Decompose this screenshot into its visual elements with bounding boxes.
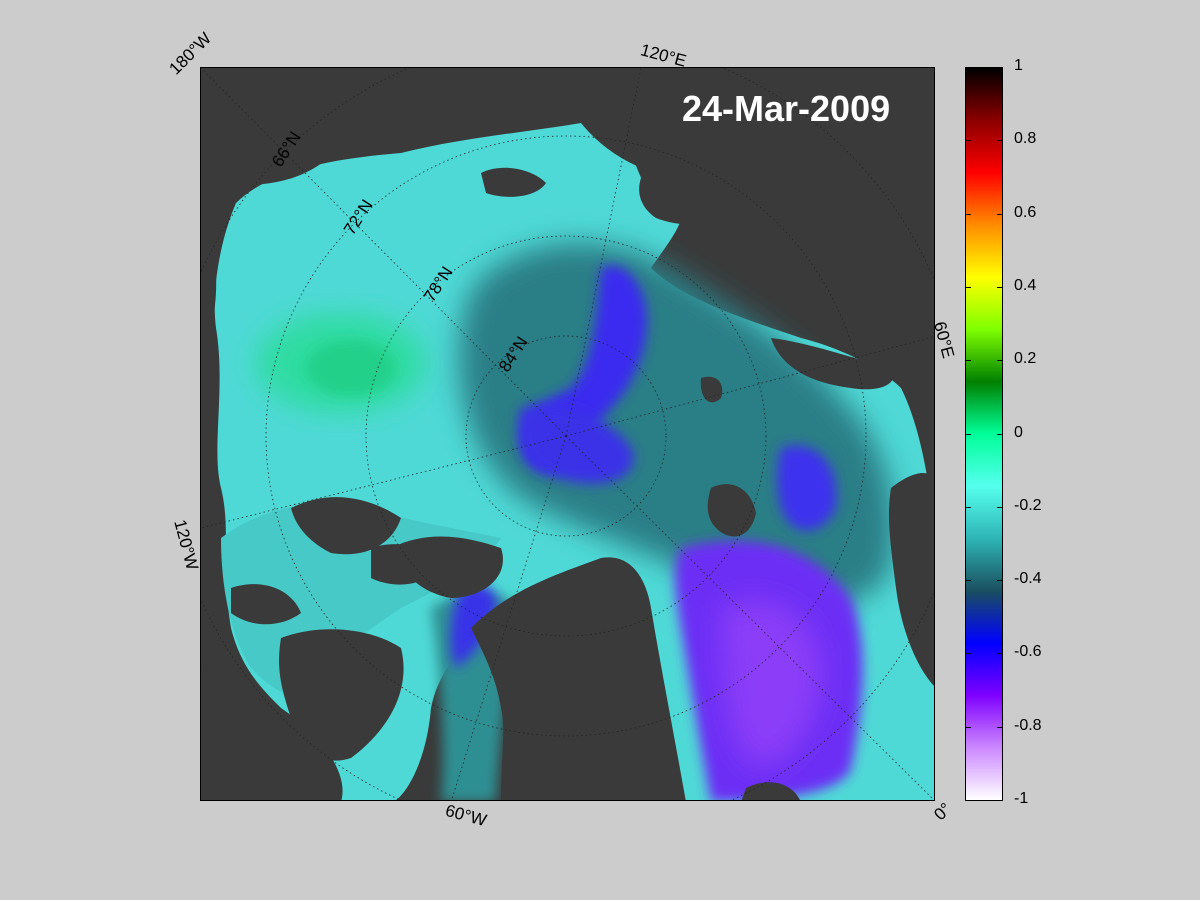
- colorbar-tick-mark: [997, 800, 1003, 801]
- colorbar-tick-mark: [965, 286, 971, 288]
- alaska: [201, 68, 401, 185]
- colorbar-tick-mark: [965, 433, 971, 435]
- colorbar-tick-mark: [965, 67, 971, 68]
- colorbar-tick-mark: [997, 506, 1003, 508]
- franz-josef-land: [700, 376, 723, 403]
- colorbar-tick-mark: [965, 580, 971, 582]
- colorbar-tick-mark: [965, 140, 971, 142]
- negative-anomaly-core: [721, 600, 822, 768]
- colorbar-tick-label: 0.8: [1014, 130, 1037, 148]
- colorbar-tick-mark: [997, 286, 1003, 288]
- colorbar-tick-label: -0.8: [1014, 716, 1042, 734]
- colorbar-tick-mark: [997, 213, 1003, 215]
- greenland: [471, 557, 686, 800]
- baffin-island: [279, 629, 404, 761]
- scandinavia: [888, 473, 934, 686]
- colorbar-tick-label: 0: [1014, 423, 1023, 441]
- colorbar-tick-mark: [965, 726, 971, 728]
- colorbar-tick-mark: [997, 433, 1003, 435]
- ocean-anomaly-field: [214, 123, 934, 800]
- island-a: [291, 497, 401, 555]
- colorbar-tick-label: 0.2: [1014, 350, 1037, 368]
- lon-label-0: 0°: [930, 799, 956, 825]
- colorbar-tick-label: 0.6: [1014, 203, 1037, 221]
- colorbar-tick-mark: [997, 653, 1003, 655]
- siberia: [621, 68, 934, 328]
- canada-mainland: [201, 668, 271, 800]
- meridian-0: [565, 435, 934, 800]
- meridian-60e: [565, 336, 934, 437]
- colorbar-tick-label: 0.4: [1014, 276, 1037, 294]
- colorbar-tick-mark: [965, 360, 971, 362]
- positive-anomaly-core: [306, 340, 396, 396]
- new-siberian-islands: [481, 167, 546, 197]
- colorbar-tick-label: -0.4: [1014, 570, 1042, 588]
- date-title: 24-Mar-2009: [682, 88, 891, 129]
- colorbar-tick-mark: [997, 360, 1003, 362]
- colorbar-tick-mark: [965, 213, 971, 215]
- svalbard: [707, 484, 756, 537]
- ellesmere-island: [391, 536, 503, 598]
- island-c: [231, 584, 301, 625]
- colorbar-tick-mark: [997, 726, 1003, 728]
- negative-anomaly-pole: [519, 405, 634, 484]
- taymyr-island: [639, 175, 741, 225]
- arctic-map: [201, 68, 934, 800]
- colorbar-tick-label: 1: [1014, 57, 1023, 74]
- negative-anomaly-east: [777, 445, 837, 531]
- colorbar-tick-mark: [965, 653, 971, 655]
- map-panel: [200, 67, 935, 801]
- circle-72n: [265, 135, 867, 737]
- colorbar: [965, 67, 1003, 801]
- colorbar-tick-label: -0.6: [1014, 643, 1042, 661]
- lon-label-120w: 120°W: [170, 517, 202, 573]
- colorbar-tick-label: -1: [1014, 790, 1029, 807]
- canada-west: [201, 208, 217, 568]
- colorbar-tick-mark: [997, 140, 1003, 142]
- colorbar-tick-mark: [997, 67, 1003, 68]
- circle-84n: [465, 335, 667, 537]
- meridian-60w: [451, 435, 567, 800]
- colorbar-tick-mark: [965, 800, 971, 801]
- colorbar-tick-label: -0.2: [1014, 496, 1042, 514]
- graticule: [201, 68, 934, 800]
- colorbar-tick-mark: [965, 506, 971, 508]
- landmasses: [201, 68, 934, 800]
- colorbar-tick-mark: [997, 580, 1003, 582]
- circle-78n: [365, 235, 767, 637]
- lon-label-60w: 60°W: [443, 800, 489, 831]
- iceland: [741, 782, 800, 800]
- meridian-180: [201, 68, 567, 437]
